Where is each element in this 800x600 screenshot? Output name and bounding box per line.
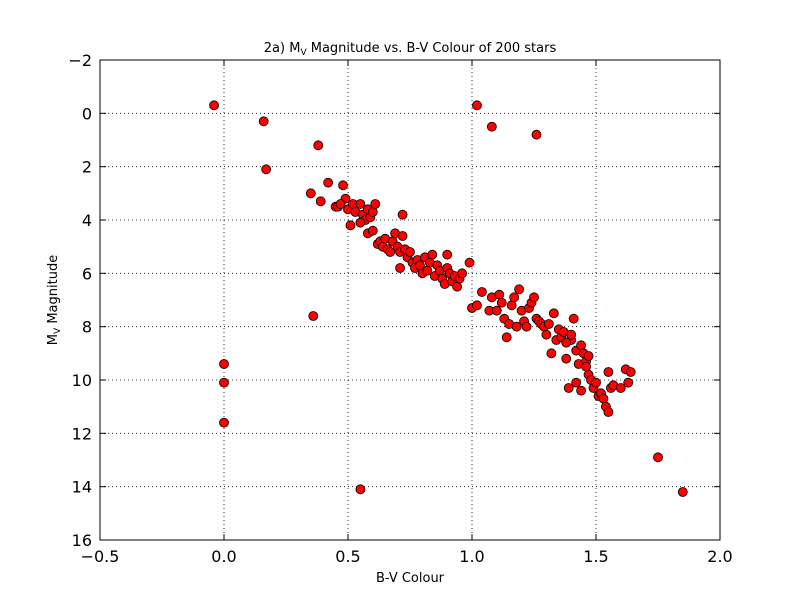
y-tick-label: 2 xyxy=(82,158,92,177)
y-tick-label: 12 xyxy=(72,424,92,443)
data-point xyxy=(345,220,356,231)
data-point xyxy=(615,383,626,393)
data-point xyxy=(496,297,507,308)
data-point xyxy=(486,121,497,132)
data-point xyxy=(338,180,348,191)
data-point xyxy=(576,385,587,396)
x-tick-label: 2.0 xyxy=(707,547,732,566)
data-point xyxy=(355,199,366,209)
data-point xyxy=(355,484,366,495)
y-tick-label: 0 xyxy=(82,104,92,123)
y-tick-label: 8 xyxy=(82,318,92,337)
chart-title-subscript: V xyxy=(300,48,307,58)
data-point xyxy=(442,249,453,260)
data-point xyxy=(514,284,525,295)
ticks-layer: −0.5 0.0 0.5 1.0 1.5 2.0 −2 0 2 4 6 8 10 12 14 16 xyxy=(68,51,732,566)
data-point xyxy=(603,367,614,377)
plot-area-frame xyxy=(99,59,721,541)
data-point xyxy=(561,353,572,364)
data-point xyxy=(367,225,378,236)
data-point xyxy=(566,329,577,340)
data-point xyxy=(563,383,574,393)
chart-title-main: 2a) M xyxy=(264,41,301,56)
x-tick-label: 0.0 xyxy=(211,547,236,566)
data-point xyxy=(370,199,381,209)
y-tick-label: 16 xyxy=(72,531,92,550)
data-point xyxy=(308,311,319,321)
data-point xyxy=(501,332,512,343)
x-tick-label: −0.5 xyxy=(81,547,120,566)
data-point xyxy=(315,196,326,207)
data-point xyxy=(509,292,520,303)
data-point xyxy=(397,209,408,220)
data-point xyxy=(355,217,366,228)
data-point xyxy=(313,140,324,151)
data-point xyxy=(323,177,334,188)
data-point xyxy=(219,417,229,428)
data-point xyxy=(546,348,557,359)
data-point xyxy=(529,292,539,303)
data-point xyxy=(219,359,229,369)
data-point xyxy=(261,164,272,175)
data-point xyxy=(477,287,487,297)
data-point xyxy=(581,361,591,372)
data-point xyxy=(427,249,438,260)
data-point xyxy=(583,351,594,361)
data-point xyxy=(472,100,482,111)
data-point xyxy=(571,377,582,388)
y-axis-title: MV Magnitude xyxy=(46,255,63,345)
data-point xyxy=(405,247,415,257)
y-tick-label: −2 xyxy=(68,51,92,70)
data-point xyxy=(603,407,614,417)
data-point xyxy=(395,263,405,273)
y-tick-label: 4 xyxy=(82,211,92,230)
data-point xyxy=(258,116,269,127)
data-point xyxy=(677,487,688,497)
data-point xyxy=(397,231,408,241)
x-tick-label: 1.0 xyxy=(459,547,484,566)
x-axis-title: B-V Colour xyxy=(376,571,445,586)
data-point xyxy=(548,308,559,319)
y-axis-title-subscript: V xyxy=(53,327,63,334)
data-point xyxy=(464,257,475,268)
data-point xyxy=(521,321,532,332)
data-point xyxy=(625,367,636,377)
data-point xyxy=(653,452,663,463)
data-point xyxy=(541,329,552,340)
data-point xyxy=(561,337,572,348)
data-point xyxy=(543,319,554,329)
y-tick-label: 14 xyxy=(72,478,92,497)
data-point xyxy=(591,377,601,388)
y-axis-title-main: M xyxy=(46,334,61,345)
data-point xyxy=(511,321,522,332)
data-point xyxy=(305,188,316,199)
y-axis-title-rest: Magnitude xyxy=(46,255,61,328)
y-tick-label: 10 xyxy=(72,371,92,390)
data-point xyxy=(457,268,467,279)
chart-title-rest: Magnitude vs. B-V Colour of 200 stars xyxy=(307,41,557,56)
data-point xyxy=(472,300,482,311)
y-tick-label: 6 xyxy=(82,264,92,283)
points-layer xyxy=(209,100,688,497)
data-point xyxy=(623,377,634,388)
x-tick-label: 1.5 xyxy=(583,547,608,566)
grid-layer xyxy=(99,59,721,541)
data-point xyxy=(209,100,219,111)
data-point xyxy=(491,305,502,316)
data-point xyxy=(568,313,579,324)
data-point xyxy=(385,247,396,257)
chart-title: 2a) MV Magnitude vs. B-V Colour of 200 s… xyxy=(264,41,557,58)
data-point xyxy=(531,129,542,140)
x-tick-label: 0.5 xyxy=(335,547,360,566)
data-point xyxy=(219,377,229,388)
data-point xyxy=(335,199,346,209)
